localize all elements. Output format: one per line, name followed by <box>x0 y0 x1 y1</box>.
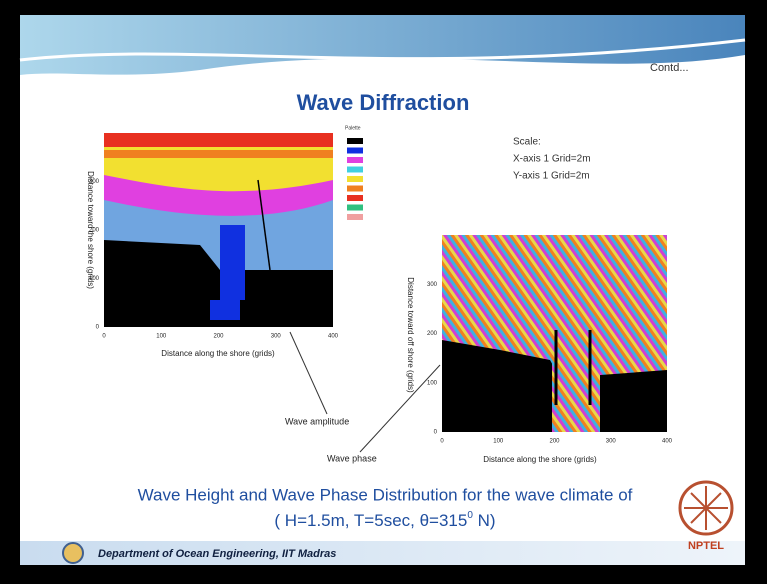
caption-line: ( H=1.5m, T=5sec, θ=3150 N) <box>274 510 495 531</box>
iit-logo <box>63 543 83 563</box>
harbour <box>552 330 600 432</box>
x-axis-label: Distance along the shore (grids) <box>161 349 275 358</box>
palette-swatch <box>347 148 363 154</box>
caption-text: N) <box>473 511 496 530</box>
band <box>104 133 333 147</box>
x-tick-label: 300 <box>271 334 282 340</box>
caption-line: Wave Height and Wave Phase Distribution … <box>138 485 633 504</box>
band <box>104 150 333 158</box>
title: Wave Diffraction <box>297 90 470 115</box>
x-tick-label: 300 <box>606 439 617 445</box>
palette-swatch <box>347 157 363 163</box>
palette <box>347 138 363 220</box>
palette-swatch <box>347 167 363 173</box>
scale-heading: Scale: <box>513 137 541 148</box>
annotation: Wave amplitude <box>285 416 349 426</box>
y-tick-label: 200 <box>427 331 438 337</box>
scale-y: Y-axis 1 Grid=2m <box>513 171 590 182</box>
y-tick-label: 300 <box>89 179 100 185</box>
palette-swatch <box>347 195 363 201</box>
y-tick-label: 100 <box>89 276 100 282</box>
palette-swatch <box>347 205 363 211</box>
palette-title: Palette <box>345 125 361 131</box>
palette-swatch <box>347 186 363 192</box>
palette-swatch <box>347 214 363 220</box>
annotation: Wave phase <box>327 453 377 463</box>
contd: Contd... <box>650 62 689 74</box>
x-tick-label: 400 <box>328 334 339 340</box>
nptel-label: NPTEL <box>688 540 724 552</box>
amplitude-plot: Palette Distance toward the shore (grids… <box>86 125 363 358</box>
palette-swatch <box>347 138 363 144</box>
x-tick-label: 400 <box>662 439 673 445</box>
department: Department of Ocean Engineering, IIT Mad… <box>98 548 336 560</box>
y-tick-label: 100 <box>427 380 438 386</box>
scale-x: X-axis 1 Grid=2m <box>513 154 591 165</box>
y-tick-label: 300 <box>427 282 438 288</box>
y-tick-label: 200 <box>89 228 100 234</box>
slide: Contd... Wave Diffraction Palette Distan… <box>0 0 767 579</box>
x-tick-label: 100 <box>493 439 504 445</box>
y-axis-label: Distance toward off shore (grids) <box>406 277 415 393</box>
x-tick-label: 100 <box>156 334 167 340</box>
phase-plot: Distance toward off shore (grids) Distan… <box>406 235 673 464</box>
caption-text: ( H=1.5m, T=5sec, θ=315 <box>274 511 467 530</box>
x-tick-label: 200 <box>549 439 560 445</box>
palette-swatch <box>347 176 363 182</box>
x-axis-label: Distance along the shore (grids) <box>483 455 597 464</box>
x-tick-label: 200 <box>213 334 224 340</box>
